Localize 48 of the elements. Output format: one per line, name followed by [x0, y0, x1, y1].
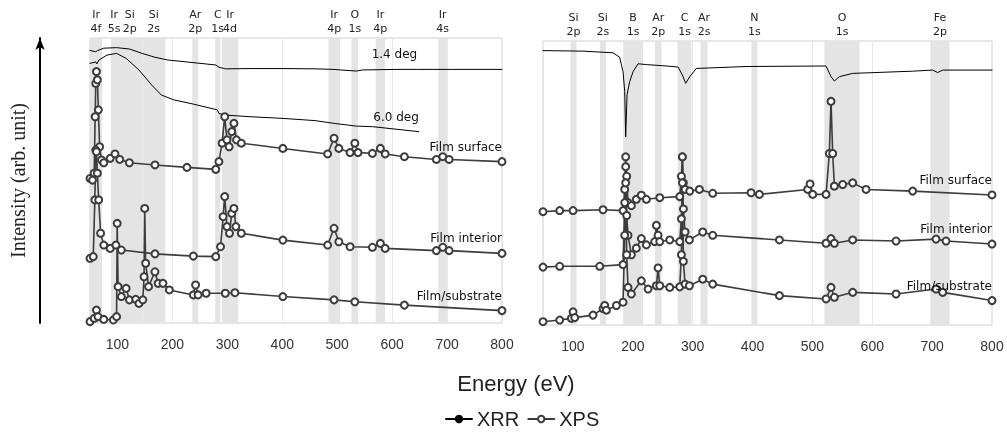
x-tick-label: 400	[270, 336, 295, 352]
annotation: Film surface	[429, 139, 502, 154]
x-tick-label: 800	[980, 338, 1004, 354]
annotation: Film interior	[430, 231, 503, 246]
band-label: Ar 2s	[697, 10, 711, 38]
x-tick-label: 500	[800, 338, 825, 354]
band-label: C 1s	[211, 7, 225, 35]
x-tick-label: 300	[680, 338, 705, 354]
band-label: Si 2p	[122, 7, 137, 35]
band-label: Ir 4p	[327, 7, 342, 35]
x-tick-label: 700	[435, 336, 459, 352]
band-label: Fe 2p	[932, 10, 947, 38]
x-tick-label: 700	[920, 338, 945, 354]
annotation: 6.0 deg	[373, 109, 419, 124]
annotation: Film/substrate	[906, 278, 992, 293]
x-tick-label: 600	[380, 336, 405, 352]
x-tick-label: 200	[621, 338, 645, 354]
y-axis-title: Intensity (arb. unit)	[7, 103, 30, 258]
x-tick-label: 300	[215, 336, 240, 352]
band-label: Ir 5s	[107, 7, 121, 35]
annotation: 1.4 deg	[371, 47, 418, 62]
band-label: N 1s	[747, 10, 761, 38]
band-label: Ir 4p	[373, 7, 388, 35]
band-label: Si 2s	[147, 7, 161, 35]
legend-label: XPS	[559, 408, 600, 430]
band-label: O 1s	[348, 7, 362, 35]
band-label: C 1s	[678, 10, 692, 38]
band-label: Ar 2p	[651, 10, 666, 38]
x-tick-label: 200	[160, 336, 185, 352]
annotation: Film interior	[920, 222, 993, 237]
x-tick-label: 600	[860, 338, 885, 354]
annotation: Film/substrate	[416, 288, 502, 303]
x-axis-title: Energy (eV)	[457, 370, 575, 396]
band-label: Ir 4d	[223, 7, 238, 35]
band-label: B 1s	[626, 10, 640, 38]
x-tick-label: 500	[325, 336, 350, 352]
x-tick-label: 400	[740, 338, 765, 354]
band-label: Ar 2p	[188, 7, 203, 35]
band-label: Ir 4f	[90, 7, 103, 35]
band-label: O 1s	[835, 10, 849, 38]
x-tick-label: 800	[490, 336, 514, 352]
band-label: Ir 4s	[436, 7, 450, 35]
x-tick-label: 100	[561, 338, 585, 354]
band-label: Si 2p	[566, 10, 581, 38]
legend-label: XRR	[477, 408, 520, 430]
x-tick-label: 100	[105, 336, 130, 352]
band-label: Si 2s	[596, 10, 610, 38]
annotation: Film surface	[919, 172, 992, 187]
